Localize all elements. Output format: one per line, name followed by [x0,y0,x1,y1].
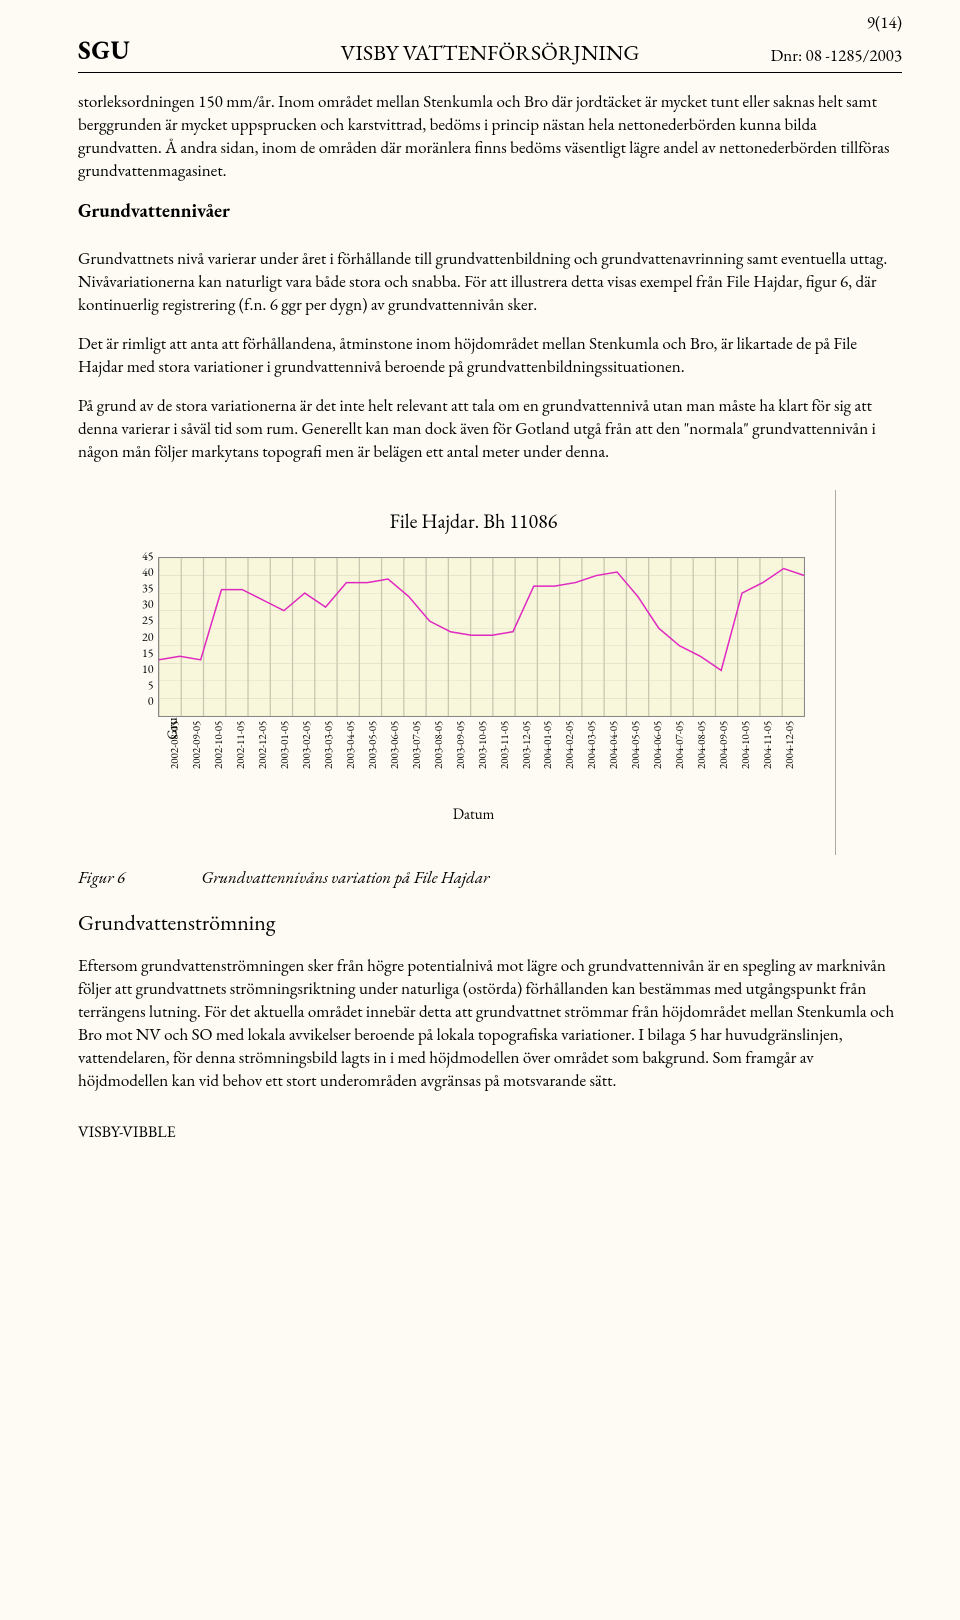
doc-reference: Dnr: 08 -1285/2003 [770,45,902,68]
body-paragraph: Grundvattnets nivå varierar under året i… [78,248,902,317]
chart-x-axis-label: Datum [142,805,805,825]
chart-y-tick: 10 [142,661,154,677]
chart-x-tick: 2003-06-05 [388,721,410,799]
chart-x-tick: 2004-05-05 [629,721,651,799]
body-paragraph: Eftersom grundvattenströmningen sker frå… [78,955,902,1093]
page-header: 9(14) SGU VISBY VATTENFÖRSÖRJNING Dnr: 0… [78,38,902,73]
chart-plot-wrap: 051015202530354045 [142,557,805,717]
page-footer: VISBY-VIBBLE [78,1121,902,1143]
chart-title: File Hajdar. Bh 11086 [142,508,805,535]
chart-x-tick: 2003-04-05 [344,721,366,799]
chart-x-tick: 2003-12-05 [520,721,542,799]
chart-x-tick: 2004-06-05 [651,721,673,799]
page-number: 9(14) [867,12,902,35]
chart-x-tick: 2002-09-05 [190,721,212,799]
chart-x-tick: 2004-01-05 [541,721,563,799]
chart-x-tick: 2002-11-05 [234,721,256,799]
section-heading-grundvattennivaer: Grundvattennivåer [78,198,902,224]
chart-x-tick: 2003-10-05 [476,721,498,799]
chart-y-tick: 15 [142,645,154,661]
section-heading-grundvattenstromning: Grundvattenströmning [78,908,902,938]
chart-y-tick: 5 [142,677,154,693]
chart-y-tick: 20 [142,629,154,645]
chart-x-tick: 2003-11-05 [498,721,520,799]
chart-x-tick: 2004-11-05 [761,721,783,799]
body-paragraph: Det är rimligt att anta att förhållanden… [78,333,902,379]
figure-caption-text: Grundvattennivåns variation på File Hajd… [201,867,489,889]
body-paragraph: storleksordningen 150 mm/år. Inom område… [78,91,902,183]
figure-number: Figur 6 [78,867,198,890]
chart-y-tick: 35 [142,580,154,596]
chart-plot-area [158,557,805,717]
chart-x-tick: 2004-10-05 [739,721,761,799]
chart-x-tick: 2004-04-05 [607,721,629,799]
chart-x-tick: 2004-07-05 [673,721,695,799]
chart-y-tick: 45 [142,548,154,564]
chart-x-tick: 2002-08-05 [168,721,190,799]
chart-x-tick: 2003-08-05 [432,721,454,799]
chart-x-tick: 2003-05-05 [366,721,388,799]
chart-svg [159,558,804,716]
chart-x-tick: 2004-09-05 [717,721,739,799]
body-paragraph: På grund av de stora variationerna är de… [78,395,902,464]
chart-x-tick: 2002-10-05 [212,721,234,799]
chart-x-tick: 2003-03-05 [322,721,344,799]
chart-y-tick: 25 [142,612,154,628]
chart-x-tick: 2004-02-05 [563,721,585,799]
chart-y-tick: 40 [142,564,154,580]
chart-y-ticks: 051015202530354045 [142,550,158,710]
figure-caption: Figur 6 Grundvattennivåns variation på F… [78,867,902,890]
chart-x-tick: 2004-12-05 [783,721,805,799]
chart-y-tick: 30 [142,596,154,612]
chart-x-tick: 2003-09-05 [454,721,476,799]
chart-x-tick: 2003-02-05 [300,721,322,799]
chart-x-tick: 2004-03-05 [585,721,607,799]
chart-x-tick: 2003-07-05 [410,721,432,799]
org-logo-text: SGU [78,33,130,68]
chart-x-tick: 2002-12-05 [256,721,278,799]
chart-x-ticks: 2002-08-052002-09-052002-10-052002-11-05… [168,721,805,799]
chart-container: File Hajdar. Bh 11086 Grundvattennivå i … [96,490,836,855]
chart-x-tick: 2004-08-05 [695,721,717,799]
chart-x-tick: 2003-01-05 [278,721,300,799]
chart-y-tick: 0 [142,693,154,709]
